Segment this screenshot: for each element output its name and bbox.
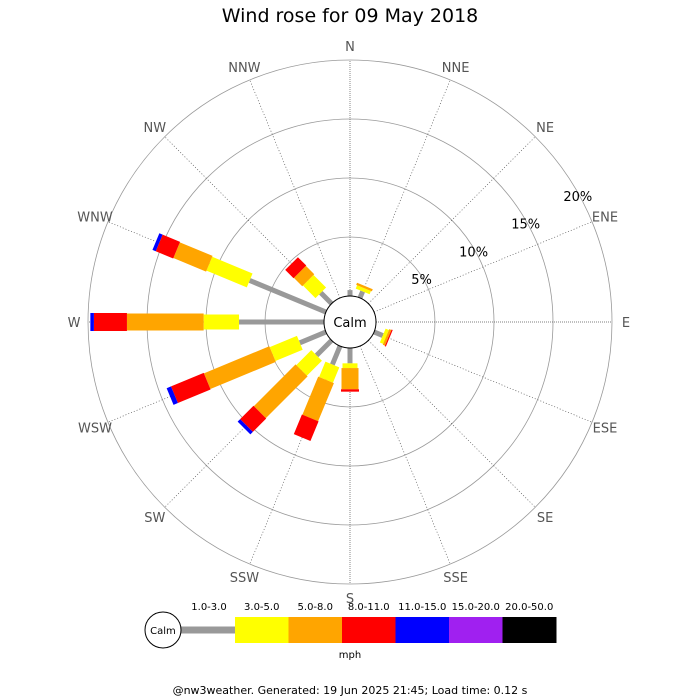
bar-w-bin-5 (90, 313, 94, 331)
bar-sw-bin-2 (296, 350, 322, 376)
radial-tick-label-3: 15% (511, 218, 540, 233)
direction-label-se: SE (537, 511, 553, 526)
bar-ssw-bin-1 (330, 345, 343, 366)
bar-ssw-bin-4 (293, 414, 319, 442)
direction-label-nnw: NNW (228, 61, 260, 76)
bar-s-bin-4 (341, 389, 359, 392)
bar-ssw-bin-3 (302, 376, 334, 422)
footer-text: @nw3weather. Generated: 19 Jun 2025 21:4… (172, 684, 528, 697)
bar-wnw-bin-3 (173, 242, 213, 272)
radial-tick-label-2: 10% (459, 245, 488, 260)
bar-sw-bin-5 (237, 419, 253, 435)
bar-wsw-bin-3 (203, 346, 276, 390)
bar-ssw-bin-2 (319, 361, 340, 383)
direction-label-nw: NW (144, 121, 167, 136)
bar-wnw-bin-1 (248, 278, 327, 315)
bar-w-bin-4 (93, 313, 127, 331)
calm-circle (323, 295, 377, 349)
bar-nne-bin-3 (356, 282, 373, 292)
direction-label-ese: ESE (593, 422, 618, 437)
bar-ese-bin-2 (379, 328, 389, 344)
direction-label-s: S (346, 592, 354, 607)
bar-s-bin-2 (342, 363, 358, 369)
bar-n-bin-1 (347, 290, 353, 296)
bar-nw-bin-2 (302, 274, 327, 299)
bar-ese-bin-4 (384, 329, 393, 347)
bar-w-bin-1 (239, 319, 324, 325)
bar-nw-bin-1 (319, 291, 334, 306)
bar-wsw-bin-5 (166, 386, 178, 405)
spoke-nnw (249, 79, 341, 299)
bar-sw-bin-1 (314, 338, 334, 358)
bar-ese-bin-1 (373, 329, 384, 338)
bar-wnw-bin-5 (152, 233, 163, 252)
bar-sw-bin-4 (240, 405, 267, 432)
spoke-nne (359, 79, 451, 299)
bar-s-bin-1 (347, 348, 353, 364)
spoke-sse (359, 345, 451, 565)
bar-nne-bin-2 (355, 285, 371, 295)
bar-wsw-bin-1 (298, 329, 327, 346)
bar-w-bin-2 (203, 314, 240, 330)
radial-tick-label-4: 20% (563, 190, 592, 205)
bar-sw-bin-3 (253, 364, 308, 419)
spoke-se (368, 340, 536, 508)
direction-label-ssw: SSW (230, 571, 260, 586)
bar-wnw-bin-4 (155, 234, 181, 259)
direction-label-w: W (68, 316, 81, 331)
spoke-ene (373, 221, 593, 313)
direction-label-ene: ENE (592, 210, 618, 225)
direction-label-sw: SW (144, 511, 165, 526)
bar-wsw-bin-4 (171, 372, 211, 404)
direction-label-ne: NE (536, 121, 554, 136)
direction-label-sse: SSE (443, 571, 468, 586)
spoke-ese (373, 331, 593, 423)
bar-nne-bin-1 (357, 290, 365, 299)
direction-label-e: E (622, 316, 630, 331)
calm-label: Calm (333, 316, 366, 331)
chart-title: Wind rose for 09 May 2018 (221, 5, 479, 27)
bar-ese-bin-3 (382, 329, 392, 346)
grid-ring-4 (87, 59, 613, 585)
bar-nw-bin-3 (293, 265, 315, 287)
bar-s-bin-3 (341, 368, 359, 390)
direction-label-nne: NNE (442, 61, 470, 76)
direction-label-n: N (345, 40, 355, 55)
direction-label-wsw: WSW (78, 422, 112, 437)
bar-wsw-bin-2 (269, 335, 303, 362)
radial-tick-label-1: 5% (411, 273, 432, 288)
spoke-ne (368, 136, 536, 304)
bar-nw-bin-4 (285, 257, 307, 279)
direction-label-wnw: WNW (77, 210, 113, 225)
bar-w-bin-3 (126, 313, 204, 331)
bar-wnw-bin-2 (206, 256, 253, 288)
